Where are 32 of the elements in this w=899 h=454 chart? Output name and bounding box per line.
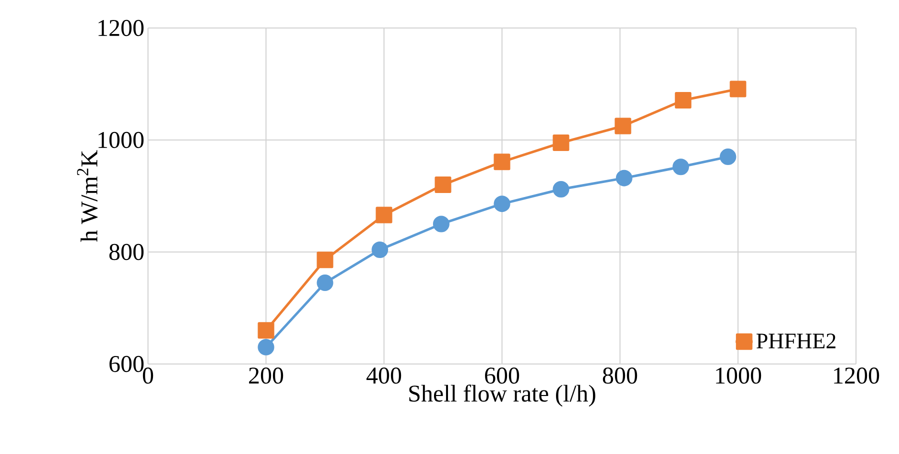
point — [730, 80, 746, 98]
point — [432, 216, 450, 232]
point — [316, 252, 334, 268]
point — [494, 196, 510, 212]
point — [316, 274, 334, 292]
point — [672, 158, 690, 176]
point — [616, 170, 632, 186]
point — [258, 338, 274, 356]
x-tick-label: 800 — [602, 368, 638, 384]
y-tick-label: 1000 — [98, 132, 144, 148]
x-tick-label: 200 — [249, 368, 284, 384]
point — [434, 176, 452, 194]
point — [552, 181, 570, 198]
x-tick-label: 400 — [366, 368, 402, 384]
x-tick-label: 600 — [485, 368, 520, 384]
y-tick-label: 1200 — [98, 20, 144, 36]
x-tick-label: 1000 — [716, 368, 762, 384]
point — [674, 92, 692, 108]
point — [552, 134, 570, 152]
y-tick-label: 800 — [109, 244, 144, 260]
legend-label: PHFHE2 — [756, 334, 836, 348]
x-tick-label: 0 — [142, 368, 154, 384]
x-tick-label: 1200 — [834, 368, 880, 384]
point — [372, 242, 388, 258]
point — [258, 322, 274, 339]
y-axis-title: h W/m$^{2}$K — [77, 150, 98, 242]
point — [614, 118, 632, 134]
point — [376, 206, 392, 224]
point — [720, 148, 736, 166]
y-tick-label: 600 — [110, 356, 144, 372]
point — [494, 154, 510, 170]
x-axis-title: Shell flow rate (l/h) — [409, 384, 596, 407]
